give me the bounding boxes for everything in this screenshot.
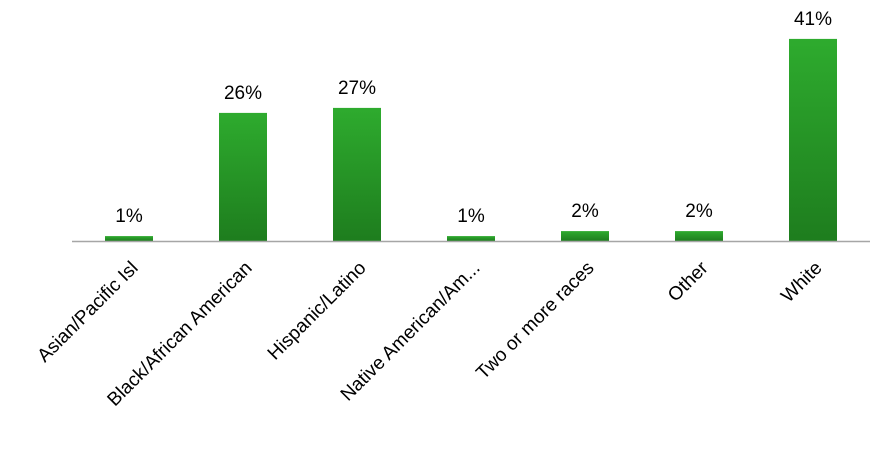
- bar: [675, 231, 723, 241]
- bar: [561, 231, 609, 241]
- data-label: 2%: [571, 201, 599, 222]
- x-tick-label: Two or more races: [472, 258, 598, 384]
- x-tick-label: Hispanic/Latino: [264, 258, 371, 365]
- bar: [447, 236, 495, 241]
- bars-group: [105, 38, 837, 242]
- data-label: 1%: [457, 206, 485, 227]
- x-tick-label: Asian/Pacific Isl: [34, 258, 143, 367]
- x-tick-label: Other: [664, 257, 713, 306]
- bar: [219, 112, 267, 242]
- data-label: 27%: [338, 78, 376, 99]
- data-label: 26%: [224, 83, 262, 104]
- bar: [105, 236, 153, 241]
- data-label: 1%: [115, 206, 143, 227]
- data-label: 2%: [685, 201, 713, 222]
- bar: [789, 38, 837, 242]
- bar: [333, 107, 381, 242]
- data-labels-group: 1% 26% 27% 1% 2% 2% 41%: [115, 9, 832, 227]
- data-label: 41%: [794, 9, 832, 30]
- x-tick-label: White: [777, 258, 826, 307]
